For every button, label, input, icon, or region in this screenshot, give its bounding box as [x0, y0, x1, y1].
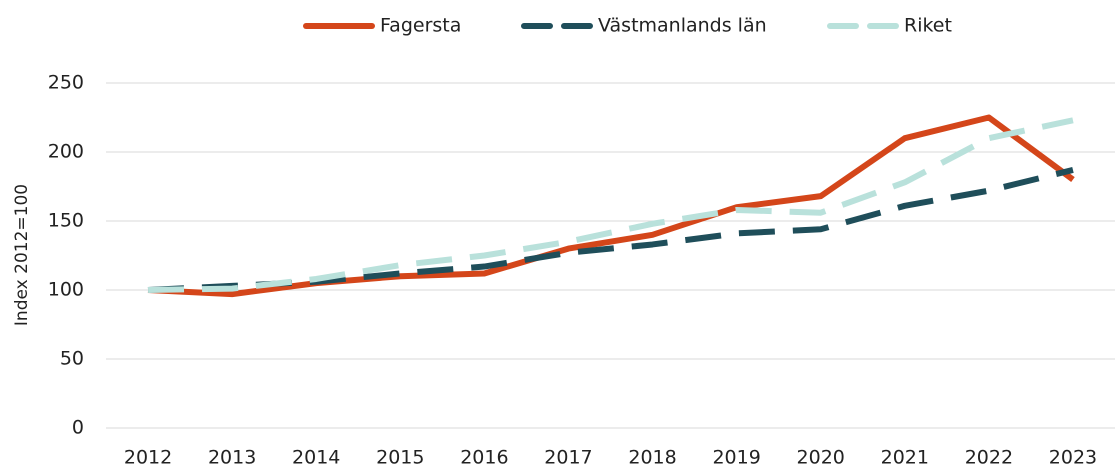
- y-tick-label: 150: [48, 210, 84, 232]
- x-tick-label: 2016: [460, 447, 508, 469]
- x-tick-label: 2013: [208, 447, 256, 469]
- legend-label: Fagersta: [380, 15, 461, 37]
- x-tick-label: 2014: [292, 447, 340, 469]
- y-tick-label: 0: [72, 417, 84, 439]
- x-tick-label: 2012: [124, 447, 172, 469]
- x-tick-label: 2017: [544, 447, 592, 469]
- y-tick-label: 200: [48, 141, 84, 163]
- x-tick-label: 2023: [1049, 447, 1097, 469]
- y-tick-label: 100: [48, 279, 84, 301]
- x-tick-label: 2022: [965, 447, 1013, 469]
- x-tick-label: 2021: [881, 447, 929, 469]
- x-tick-label: 2020: [797, 447, 845, 469]
- legend-label: Riket: [904, 15, 952, 37]
- x-tick-label: 2019: [712, 447, 760, 469]
- y-tick-label: 250: [48, 72, 84, 94]
- series-line: [147, 117, 1074, 293]
- legend-label: Västmanlands län: [598, 15, 767, 37]
- series-line: [147, 114, 1075, 298]
- y-tick-label: 50: [60, 348, 84, 370]
- series-line: [147, 167, 1074, 293]
- y-axis-label: Index 2012=100: [12, 184, 32, 326]
- x-tick-label: 2018: [628, 447, 676, 469]
- x-tick-label: 2015: [376, 447, 424, 469]
